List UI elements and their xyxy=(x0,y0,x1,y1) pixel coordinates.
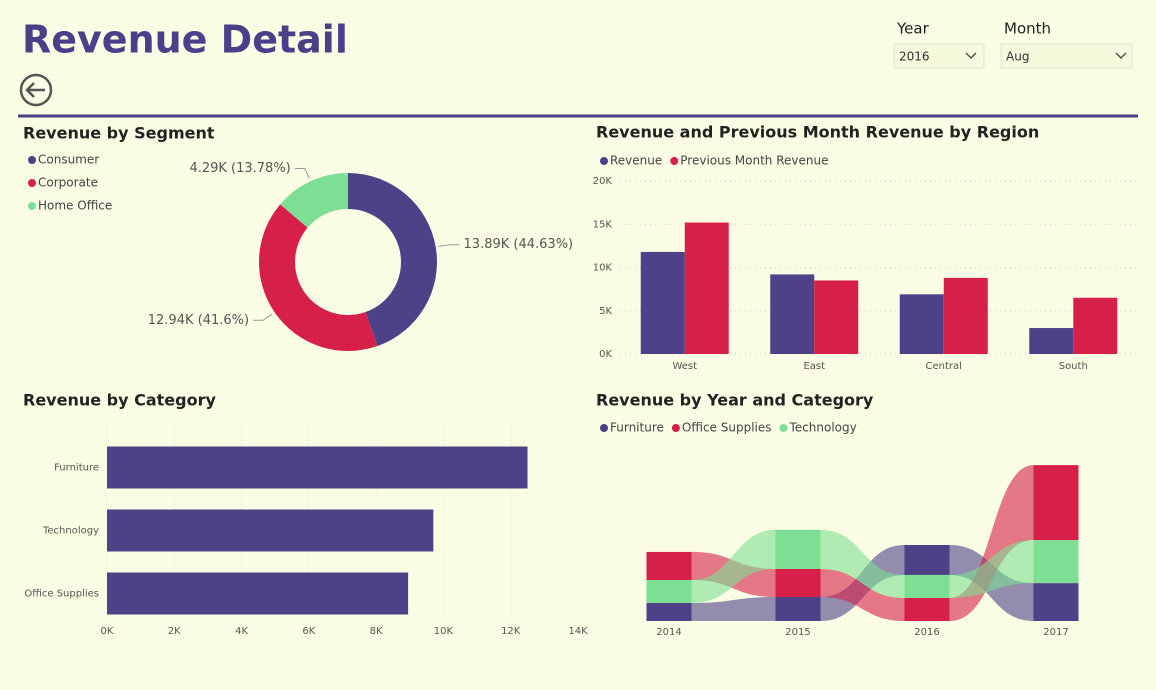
y-tick-label: Furniture xyxy=(54,463,99,474)
bar xyxy=(107,572,409,615)
bar xyxy=(1073,297,1118,354)
y-tick-label: 5K xyxy=(599,306,612,317)
slicer-label: Year xyxy=(896,20,930,38)
legend-label: Office Supplies xyxy=(682,421,772,435)
dropdown-value: 2016 xyxy=(899,50,930,64)
x-tick-label: 4K xyxy=(235,626,248,637)
bar xyxy=(770,274,815,354)
chevron xyxy=(1115,52,1127,59)
legend-label: Consumer xyxy=(38,153,99,167)
legend-marker xyxy=(600,157,608,165)
ribbon xyxy=(820,568,905,621)
x-tick-label: East xyxy=(803,361,825,372)
y-tick-label: 10K xyxy=(593,263,613,274)
x-tick-label: Central xyxy=(926,361,962,372)
donut-slice xyxy=(259,204,378,351)
bar xyxy=(107,446,528,489)
x-tick-label: 8K xyxy=(370,626,383,637)
ribbon xyxy=(691,529,776,604)
ribbon-column xyxy=(646,551,692,580)
ribbon xyxy=(949,540,1034,598)
ribbon-column xyxy=(646,579,692,604)
month-dropdown[interactable]: Aug xyxy=(1000,43,1133,69)
donut-slice xyxy=(280,173,348,228)
ribbon-column xyxy=(775,529,821,569)
legend-marker xyxy=(28,179,36,187)
leader-line xyxy=(253,313,273,321)
x-tick-label: 2K xyxy=(168,626,181,637)
dropdown-value: Aug xyxy=(1006,50,1029,64)
ribbon-column xyxy=(646,603,692,621)
legend-marker xyxy=(600,424,608,432)
ribbon-column xyxy=(904,544,950,575)
back-arrow xyxy=(25,82,45,98)
ribbon xyxy=(949,465,1034,621)
y-tick-label: 0K xyxy=(599,349,612,360)
legend-marker xyxy=(28,156,36,164)
bar xyxy=(684,222,729,354)
ribbon-column xyxy=(1033,583,1079,621)
x-tick-label: 2014 xyxy=(656,627,681,638)
legend-label: Technology xyxy=(789,421,857,435)
donut-slice xyxy=(348,173,437,346)
legend-label: Corporate xyxy=(38,176,98,190)
chart-title: Revenue and Previous Month Revenue by Re… xyxy=(596,123,1039,142)
legend-label: Revenue xyxy=(610,154,662,168)
x-tick-label: 2016 xyxy=(914,627,939,638)
bar xyxy=(814,280,859,354)
x-tick-label: 10K xyxy=(434,626,454,637)
chart-title: Revenue by Year and Category xyxy=(596,391,874,410)
chevron xyxy=(965,52,977,59)
dropdown-box xyxy=(1000,43,1133,69)
back-button[interactable] xyxy=(19,73,53,107)
legend-label: Previous Month Revenue xyxy=(680,154,828,168)
ribbon-column xyxy=(1033,465,1079,541)
legend-marker xyxy=(779,424,788,432)
x-tick-label: South xyxy=(1059,361,1088,372)
data-label: 4.29K (13.78%) xyxy=(189,161,290,176)
bar xyxy=(899,294,944,354)
x-tick-label: 2015 xyxy=(785,627,810,638)
x-tick-label: 0K xyxy=(101,626,114,637)
x-tick-label: 14K xyxy=(568,626,588,637)
legend-marker xyxy=(671,424,680,432)
legend-label: Furniture xyxy=(610,421,664,435)
slicer-label: Month xyxy=(1004,20,1051,38)
ribbon xyxy=(820,529,905,598)
bar xyxy=(1029,328,1074,354)
ribbon-column xyxy=(775,597,821,621)
data-label: 12.94K (41.6%) xyxy=(148,313,249,328)
data-label: 13.89K (44.63%) xyxy=(464,237,574,252)
x-tick-label: West xyxy=(672,361,697,372)
y-tick-label: 20K xyxy=(593,176,613,187)
ribbon-column xyxy=(1033,540,1079,584)
leader-line xyxy=(438,244,460,248)
y-tick-label: 15K xyxy=(593,219,613,230)
ribbon-column xyxy=(904,574,950,598)
x-tick-label: 2017 xyxy=(1043,627,1068,638)
page-title: Revenue Detail xyxy=(22,18,348,62)
legend-label: Home Office xyxy=(38,199,112,213)
bar xyxy=(640,251,685,354)
legend-marker xyxy=(670,157,679,165)
year-dropdown[interactable]: 2016 xyxy=(893,43,985,69)
bar xyxy=(107,509,434,552)
leader-line xyxy=(294,168,310,179)
x-tick-label: 6K xyxy=(302,626,315,637)
chart-title: Revenue by Segment xyxy=(23,124,215,143)
back-circle xyxy=(19,73,53,107)
x-tick-label: 12K xyxy=(501,626,521,637)
bar xyxy=(943,277,988,354)
y-tick-label: Office Supplies xyxy=(24,589,99,600)
legend-marker xyxy=(28,202,36,210)
ribbon-column xyxy=(775,568,821,598)
ribbon-column xyxy=(904,597,950,621)
chart-title: Revenue by Category xyxy=(23,391,216,410)
y-tick-label: Technology xyxy=(42,526,99,537)
ribbon xyxy=(691,597,776,621)
